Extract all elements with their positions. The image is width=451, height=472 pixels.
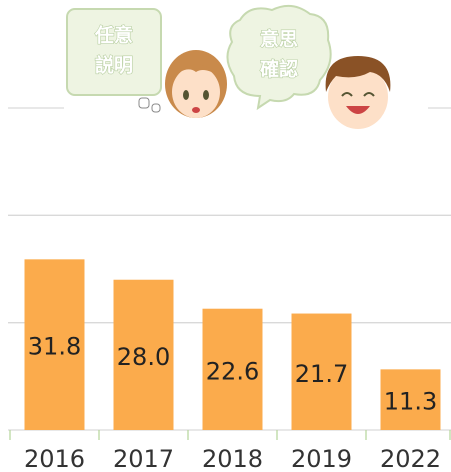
thought-dot: [152, 104, 160, 112]
speech-box: [67, 9, 161, 95]
value-label: 28.0: [117, 343, 170, 371]
girl-eye: [183, 90, 189, 100]
bubble-text: 説明: [95, 54, 133, 77]
girl-mouth: [192, 107, 200, 113]
bars: 2016 31.8 2017 28.0 2018 22.6 2019 21.7 2022 11.3: [24, 259, 441, 472]
x-tick-label: 2018: [202, 445, 263, 472]
x-tick-label: 2017: [113, 445, 174, 472]
x-tick-label: 2022: [380, 445, 441, 472]
value-label: 22.6: [206, 357, 259, 385]
thought-dot: [139, 98, 149, 108]
bubble-text: 意思: [260, 28, 298, 51]
value-label: 31.8: [28, 333, 81, 361]
bubble-text: 任意: [94, 24, 133, 47]
girl-eye: [203, 90, 209, 100]
bubble-text: 確認: [260, 58, 298, 81]
x-tick-label: 2019: [291, 445, 352, 472]
x-tick-label: 2016: [24, 445, 85, 472]
illustration: 任意 説明 意思 確認: [64, 0, 428, 129]
chart: 2016 31.8 2017 28.0 2018 22.6 2019 21.7 2022 11.3…: [0, 0, 451, 472]
value-label: 21.7: [295, 360, 348, 388]
value-label: 11.3: [384, 388, 437, 416]
